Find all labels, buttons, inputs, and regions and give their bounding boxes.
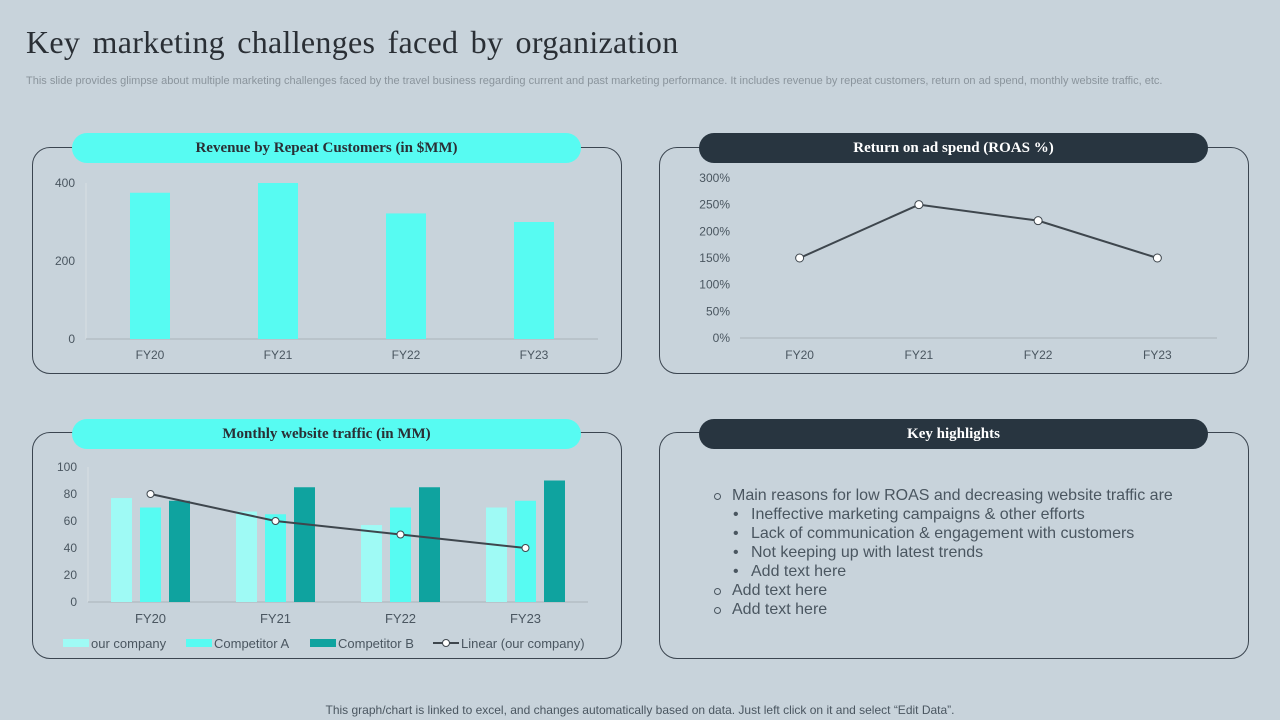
page-subtitle: This slide provides glimpse about multip…: [26, 75, 1163, 87]
page-title: Key marketing challenges faced by organi…: [26, 24, 679, 60]
traffic-chart-panel: [32, 432, 622, 659]
highlight-subitem: Not keeping up with latest trends: [714, 543, 1234, 562]
highlight-subitem: Ineffective marketing campaigns & other …: [714, 505, 1234, 524]
highlight-item: Add text here: [714, 600, 1234, 619]
roas-chart-title: Return on ad spend (ROAS %): [699, 133, 1208, 163]
highlights-list: Main reasons for low ROAS and decreasing…: [714, 486, 1234, 619]
traffic-chart-title: Monthly website traffic (in MM): [72, 419, 581, 449]
highlight-subitem: Lack of communication & engagement with …: [714, 524, 1234, 543]
footer-note: This graph/chart is linked to excel, and…: [325, 703, 955, 717]
revenue-chart-title: Revenue by Repeat Customers (in $MM): [72, 133, 581, 163]
highlight-item: Main reasons for low ROAS and decreasing…: [714, 486, 1234, 505]
revenue-chart-panel: [32, 147, 622, 374]
highlight-item: Add text here: [714, 581, 1234, 600]
highlight-subitem: Add text here: [714, 562, 1234, 581]
highlights-title: Key highlights: [699, 419, 1208, 449]
roas-chart-panel: [659, 147, 1249, 374]
